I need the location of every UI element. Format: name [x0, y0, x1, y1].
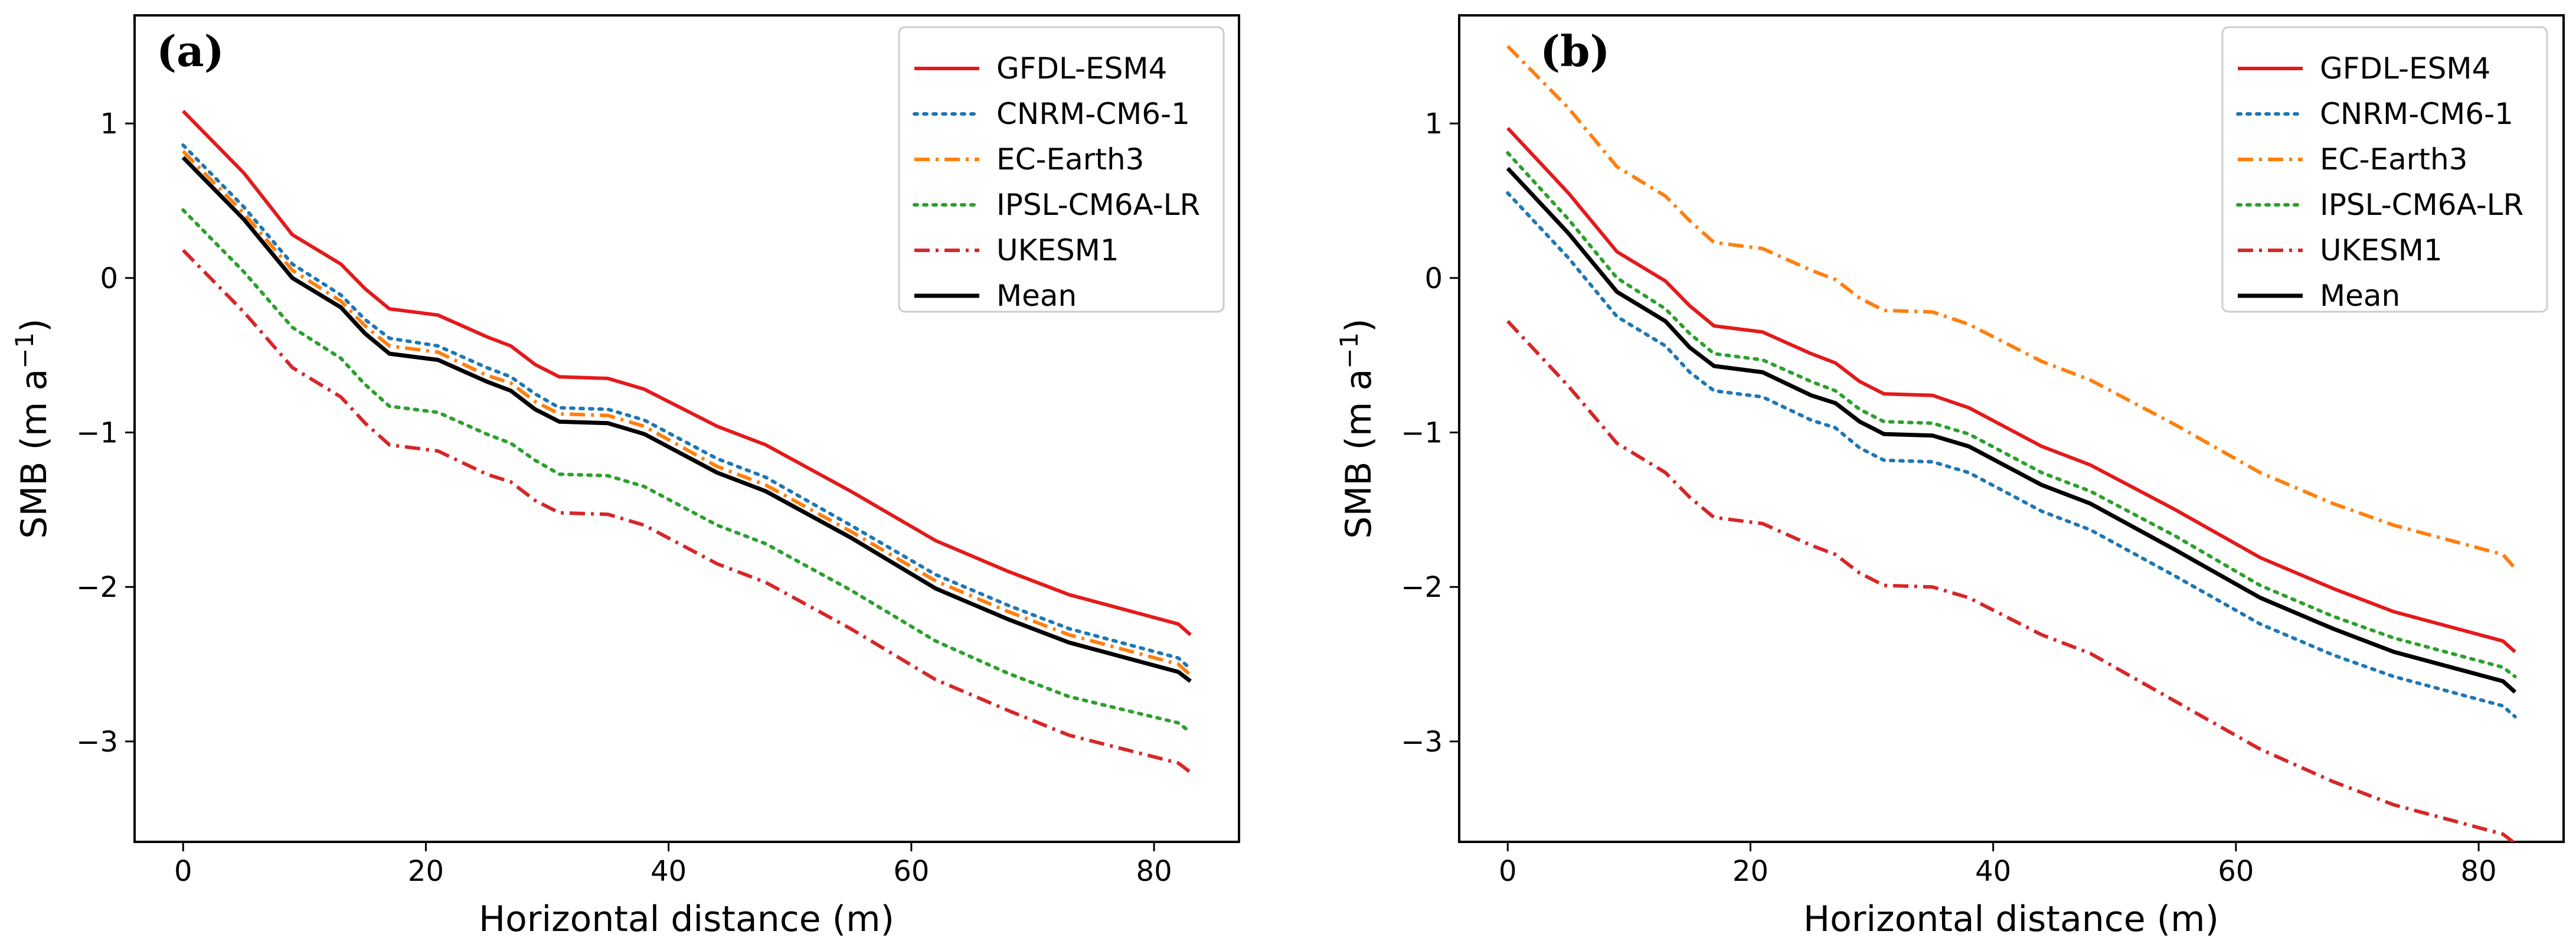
legend-label-ec-earth3: EC-Earth3 [2320, 142, 2467, 177]
y-tick-label: −1 [76, 417, 118, 450]
plot-frame-b [1458, 14, 2565, 843]
y-tick-label: −2 [1401, 571, 1443, 604]
x-tick-label: 80 [2461, 855, 2497, 888]
y-tick-label: −3 [76, 726, 118, 759]
x-tick-label: 40 [650, 855, 687, 888]
panel-label-a: (a) [156, 26, 224, 76]
legend-label-ec-earth3: EC-Earth3 [996, 142, 1144, 177]
legend-frame-b [2221, 26, 2548, 313]
series-line-ukesm1 [182, 249, 1192, 774]
panel-b: 0 20 40 60 80 1 0 −1 −2 −3 (b) Horizontal distan… [1335, 14, 2565, 940]
series-line-gfdl-esm4 [182, 110, 1192, 636]
x-tick-label: 20 [1732, 855, 1768, 888]
y-axis-label-b: SMB (m a−1) [1335, 318, 1379, 538]
legend-label-gfdl-esm4: GFDL-ESM4 [996, 51, 1167, 86]
series-line-ec-earth3 [182, 150, 1192, 677]
series-lines-b [1506, 45, 2517, 842]
y-tick-label: 1 [100, 107, 118, 141]
series-line-cnrm-cm6-1 [1506, 191, 2517, 718]
series-line-ipsl-cm6a-lr [181, 208, 1192, 734]
x-tick-label: 40 [1975, 855, 2011, 888]
x-axis-label-b: Horizontal distance (m) [1803, 899, 2219, 940]
x-tick-label: 60 [893, 855, 929, 888]
series-line-mean [1506, 166, 2517, 694]
series-line-ec-earth3 [1506, 45, 2517, 570]
series-line-mean [181, 156, 1192, 683]
legend-frame-a [898, 26, 1225, 313]
y-tick-label: 1 [1424, 107, 1443, 141]
series-line-ukesm1 [1506, 320, 2516, 842]
series-line-gfdl-esm4 [1506, 126, 2516, 654]
x-ticks-b: 0 20 40 60 80 [1499, 842, 2497, 888]
legend-label-ukesm1: UKESM1 [2320, 233, 2443, 267]
x-ticks-a: 0 20 40 60 80 [174, 842, 1172, 888]
y-ticks-b: 1 0 −1 −2 −3 [1401, 107, 1459, 759]
legend-a: GFDL-ESM4 CNRM-CM6-1 EC-Earth3 IPSL-CM6A-LR… [898, 26, 1225, 313]
series-line-ipsl-cm6a-lr [1506, 151, 2517, 678]
legend-label-gfdl-esm4: GFDL-ESM4 [2320, 51, 2490, 86]
legend-label-mean: Mean [996, 279, 1077, 313]
legend-label-cnrm-cm6-1: CNRM-CM6-1 [2320, 97, 2513, 131]
y-axis-label-a: SMB (m a−1) [10, 318, 55, 538]
y-tick-label: −3 [1401, 726, 1443, 759]
legend-label-ipsl-cm6a-lr: IPSL-CM6A-LR [2320, 188, 2523, 222]
y-tick-label: 0 [1424, 262, 1443, 295]
series-lines-a [181, 110, 1192, 774]
x-tick-label: 60 [2218, 855, 2254, 888]
panel-label-b: (b) [1540, 26, 1610, 76]
x-axis-label-a: Horizontal distance (m) [479, 899, 894, 940]
x-tick-label: 20 [408, 855, 444, 888]
y-ticks-a: 1 0 −1 −2 −3 [76, 107, 135, 759]
panel-a: 0 20 40 60 80 1 0 −1 −2 −3 (a) Horizontal distan… [10, 14, 1240, 940]
legend-label-mean: Mean [2320, 279, 2400, 313]
legend-b: GFDL-ESM4 CNRM-CM6-1 EC-Earth3 IPSL-CM6A-LR… [2221, 26, 2548, 313]
x-tick-label: 80 [1136, 855, 1172, 888]
legend-label-ipsl-cm6a-lr: IPSL-CM6A-LR [996, 188, 1200, 222]
series-line-cnrm-cm6-1 [181, 143, 1192, 671]
y-tick-label: −1 [1401, 417, 1443, 450]
legend-label-ukesm1: UKESM1 [996, 233, 1119, 267]
plot-frame-a [133, 14, 1240, 843]
y-tick-label: −2 [76, 571, 118, 604]
legend-label-cnrm-cm6-1: CNRM-CM6-1 [996, 97, 1190, 131]
x-tick-label: 0 [174, 855, 192, 888]
x-tick-label: 0 [1499, 855, 1517, 888]
y-tick-label: 0 [100, 262, 118, 295]
